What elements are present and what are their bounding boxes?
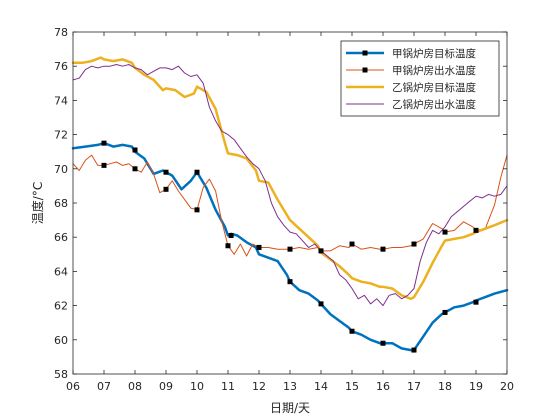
series-marker-0	[228, 232, 234, 238]
x-tick-label: 19	[469, 380, 483, 393]
x-axis-label: 日期/天	[270, 401, 310, 415]
series-marker-1	[163, 186, 169, 192]
series-marker-1	[349, 241, 355, 247]
series-marker-1	[442, 229, 448, 235]
y-tick-label: 76	[54, 60, 68, 73]
y-tick-label: 78	[54, 26, 68, 39]
legend-label-2: 乙锅炉房目标温度	[392, 81, 476, 94]
legend-label-0: 甲锅炉房目标温度	[392, 47, 476, 60]
x-tick-label: 15	[345, 380, 359, 393]
x-tick-label: 18	[438, 380, 452, 393]
series-marker-0	[132, 147, 138, 153]
y-tick-label: 62	[54, 300, 68, 313]
series-marker-1	[132, 166, 138, 172]
x-tick-label: 12	[252, 380, 266, 393]
series-marker-1	[101, 162, 107, 168]
legend-label-3: 乙锅炉房出水温度	[392, 98, 476, 111]
legend-marker-1	[362, 67, 368, 73]
series-marker-0	[411, 347, 417, 353]
y-axis-label: 温度/°C	[30, 182, 45, 224]
series-marker-1	[194, 207, 200, 213]
series-marker-1	[473, 227, 479, 233]
x-tick-label: 09	[159, 380, 173, 393]
legend-label-1: 甲锅炉房出水温度	[392, 64, 476, 77]
x-tick-label: 17	[407, 380, 421, 393]
series-marker-0	[101, 140, 107, 146]
x-tick-label: 20	[500, 380, 514, 393]
series-line-2	[71, 56, 509, 301]
series-marker-1	[287, 246, 293, 252]
series-marker-0	[380, 340, 386, 346]
marker-layer	[101, 140, 479, 353]
series-line-3	[72, 64, 508, 307]
series-marker-0	[163, 169, 169, 175]
legend-marker-0	[362, 50, 368, 56]
x-tick-label: 13	[283, 380, 297, 393]
series-marker-0	[194, 169, 200, 175]
series-marker-1	[411, 241, 417, 247]
y-tick-label: 72	[54, 129, 68, 142]
series-marker-0	[473, 299, 479, 305]
x-tick-label: 11	[221, 380, 235, 393]
series-marker-0	[287, 279, 293, 285]
y-tick-label: 66	[54, 231, 68, 244]
y-tick-label: 70	[54, 163, 68, 176]
series-marker-0	[349, 328, 355, 334]
x-tick-label: 08	[128, 380, 142, 393]
series-marker-1	[380, 246, 386, 252]
series-marker-1	[318, 248, 324, 254]
x-axis: 06 07 08 09 10 11 12 13 14 15 16 17 18 19 20	[66, 32, 514, 393]
y-axis: 58 60 62 64 66 68 70 72 74 76 78	[54, 26, 507, 381]
y-tick-label: 64	[54, 265, 68, 278]
series-marker-1	[225, 243, 231, 249]
x-tick-label: 10	[190, 380, 204, 393]
x-tick-label: 07	[97, 380, 111, 393]
series-marker-0	[318, 301, 324, 307]
x-tick-label: 14	[314, 380, 328, 393]
x-tick-label: 06	[66, 380, 80, 393]
series-marker-1	[256, 244, 262, 250]
x-tick-label: 16	[376, 380, 390, 393]
y-tick-label: 60	[54, 334, 68, 347]
series-marker-0	[442, 309, 448, 315]
y-tick-label: 68	[54, 197, 68, 210]
y-tick-label: 74	[54, 94, 68, 107]
y-tick-label: 58	[54, 368, 68, 381]
